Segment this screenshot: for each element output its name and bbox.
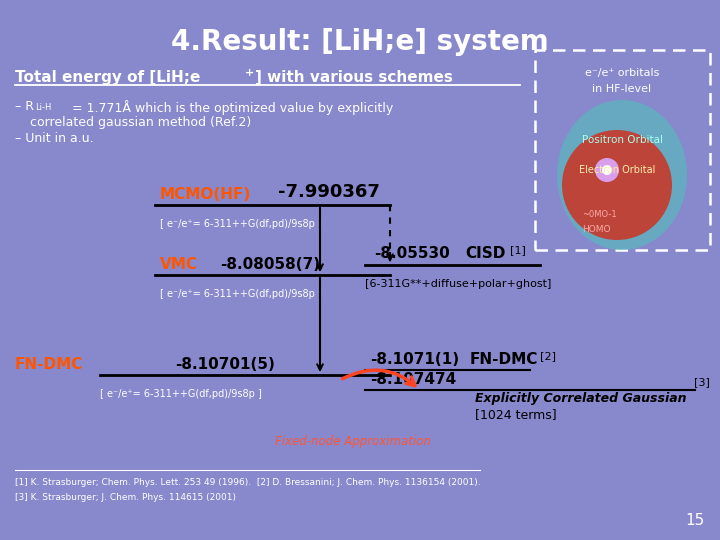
Text: -8.10701(5): -8.10701(5) xyxy=(175,357,275,372)
Text: Li-H: Li-H xyxy=(35,103,51,112)
Text: -8.1071(1): -8.1071(1) xyxy=(370,352,459,367)
Text: [ e⁻/e⁺= 6-311++G(df,pd)/9s8p ]: [ e⁻/e⁺= 6-311++G(df,pd)/9s8p ] xyxy=(160,289,322,299)
Text: – Unit in a.u.: – Unit in a.u. xyxy=(15,132,94,145)
Text: Fixed-node Approximation: Fixed-node Approximation xyxy=(275,435,431,448)
Text: -7.990367: -7.990367 xyxy=(278,183,380,201)
Circle shape xyxy=(602,165,612,175)
Ellipse shape xyxy=(557,100,687,250)
Circle shape xyxy=(562,130,672,240)
Text: VMC: VMC xyxy=(160,257,198,272)
Text: Electron Orbital: Electron Orbital xyxy=(579,165,655,175)
Text: FN-DMC: FN-DMC xyxy=(470,352,539,367)
Text: -8.107474: -8.107474 xyxy=(370,372,456,387)
Text: e⁻/e⁺ orbitals: e⁻/e⁺ orbitals xyxy=(585,68,660,78)
Text: Positron Orbital: Positron Orbital xyxy=(582,135,662,145)
FancyBboxPatch shape xyxy=(535,50,710,250)
Text: [1]: [1] xyxy=(510,245,526,255)
Text: +: + xyxy=(245,68,254,78)
Text: ] with various schemes: ] with various schemes xyxy=(255,70,453,85)
Text: [1] K. Strasburger; Chem. Phys. Lett. 253 49 (1996).  [2] D. Bressanini; J. Chem: [1] K. Strasburger; Chem. Phys. Lett. 25… xyxy=(15,478,481,487)
Text: FN-DMC: FN-DMC xyxy=(15,357,84,372)
Circle shape xyxy=(595,158,619,182)
Text: HOMO: HOMO xyxy=(582,225,611,234)
Text: – R: – R xyxy=(15,100,34,113)
Text: 4.Result: [LiH;e] system: 4.Result: [LiH;e] system xyxy=(171,28,549,56)
Text: [6-311G**+diffuse+polar+ghost]: [6-311G**+diffuse+polar+ghost] xyxy=(365,279,552,289)
Text: -8.08058(7): -8.08058(7) xyxy=(220,257,320,272)
Text: = 1.771Å which is the optimized value by explicitly: = 1.771Å which is the optimized value by… xyxy=(72,100,393,115)
Text: [ e⁻/e⁺= 6-311++G(df,pd)/9s8p ]: [ e⁻/e⁺= 6-311++G(df,pd)/9s8p ] xyxy=(160,219,322,229)
Text: Total energy of [LiH;e: Total energy of [LiH;e xyxy=(15,70,200,85)
Text: [3]: [3] xyxy=(694,377,710,387)
Text: 15: 15 xyxy=(685,513,705,528)
Text: [2]: [2] xyxy=(540,351,556,361)
Text: CISD: CISD xyxy=(465,246,505,261)
Text: MCMO(HF): MCMO(HF) xyxy=(160,187,251,202)
Text: -8.05530: -8.05530 xyxy=(374,246,450,261)
Text: ~0MO-1: ~0MO-1 xyxy=(582,210,616,219)
Text: Explicitly Correlated Gaussian: Explicitly Correlated Gaussian xyxy=(475,392,686,405)
Text: [1024 terms]: [1024 terms] xyxy=(475,408,557,421)
Text: [ e⁻/e⁺= 6-311++G(df,pd)/9s8p ]: [ e⁻/e⁺= 6-311++G(df,pd)/9s8p ] xyxy=(100,389,262,399)
Text: in HF-level: in HF-level xyxy=(593,84,652,94)
Text: correlated gaussian method (Ref.2): correlated gaussian method (Ref.2) xyxy=(30,116,251,129)
Text: [3] K. Strasburger; J. Chem. Phys. 114615 (2001): [3] K. Strasburger; J. Chem. Phys. 11461… xyxy=(15,493,236,502)
